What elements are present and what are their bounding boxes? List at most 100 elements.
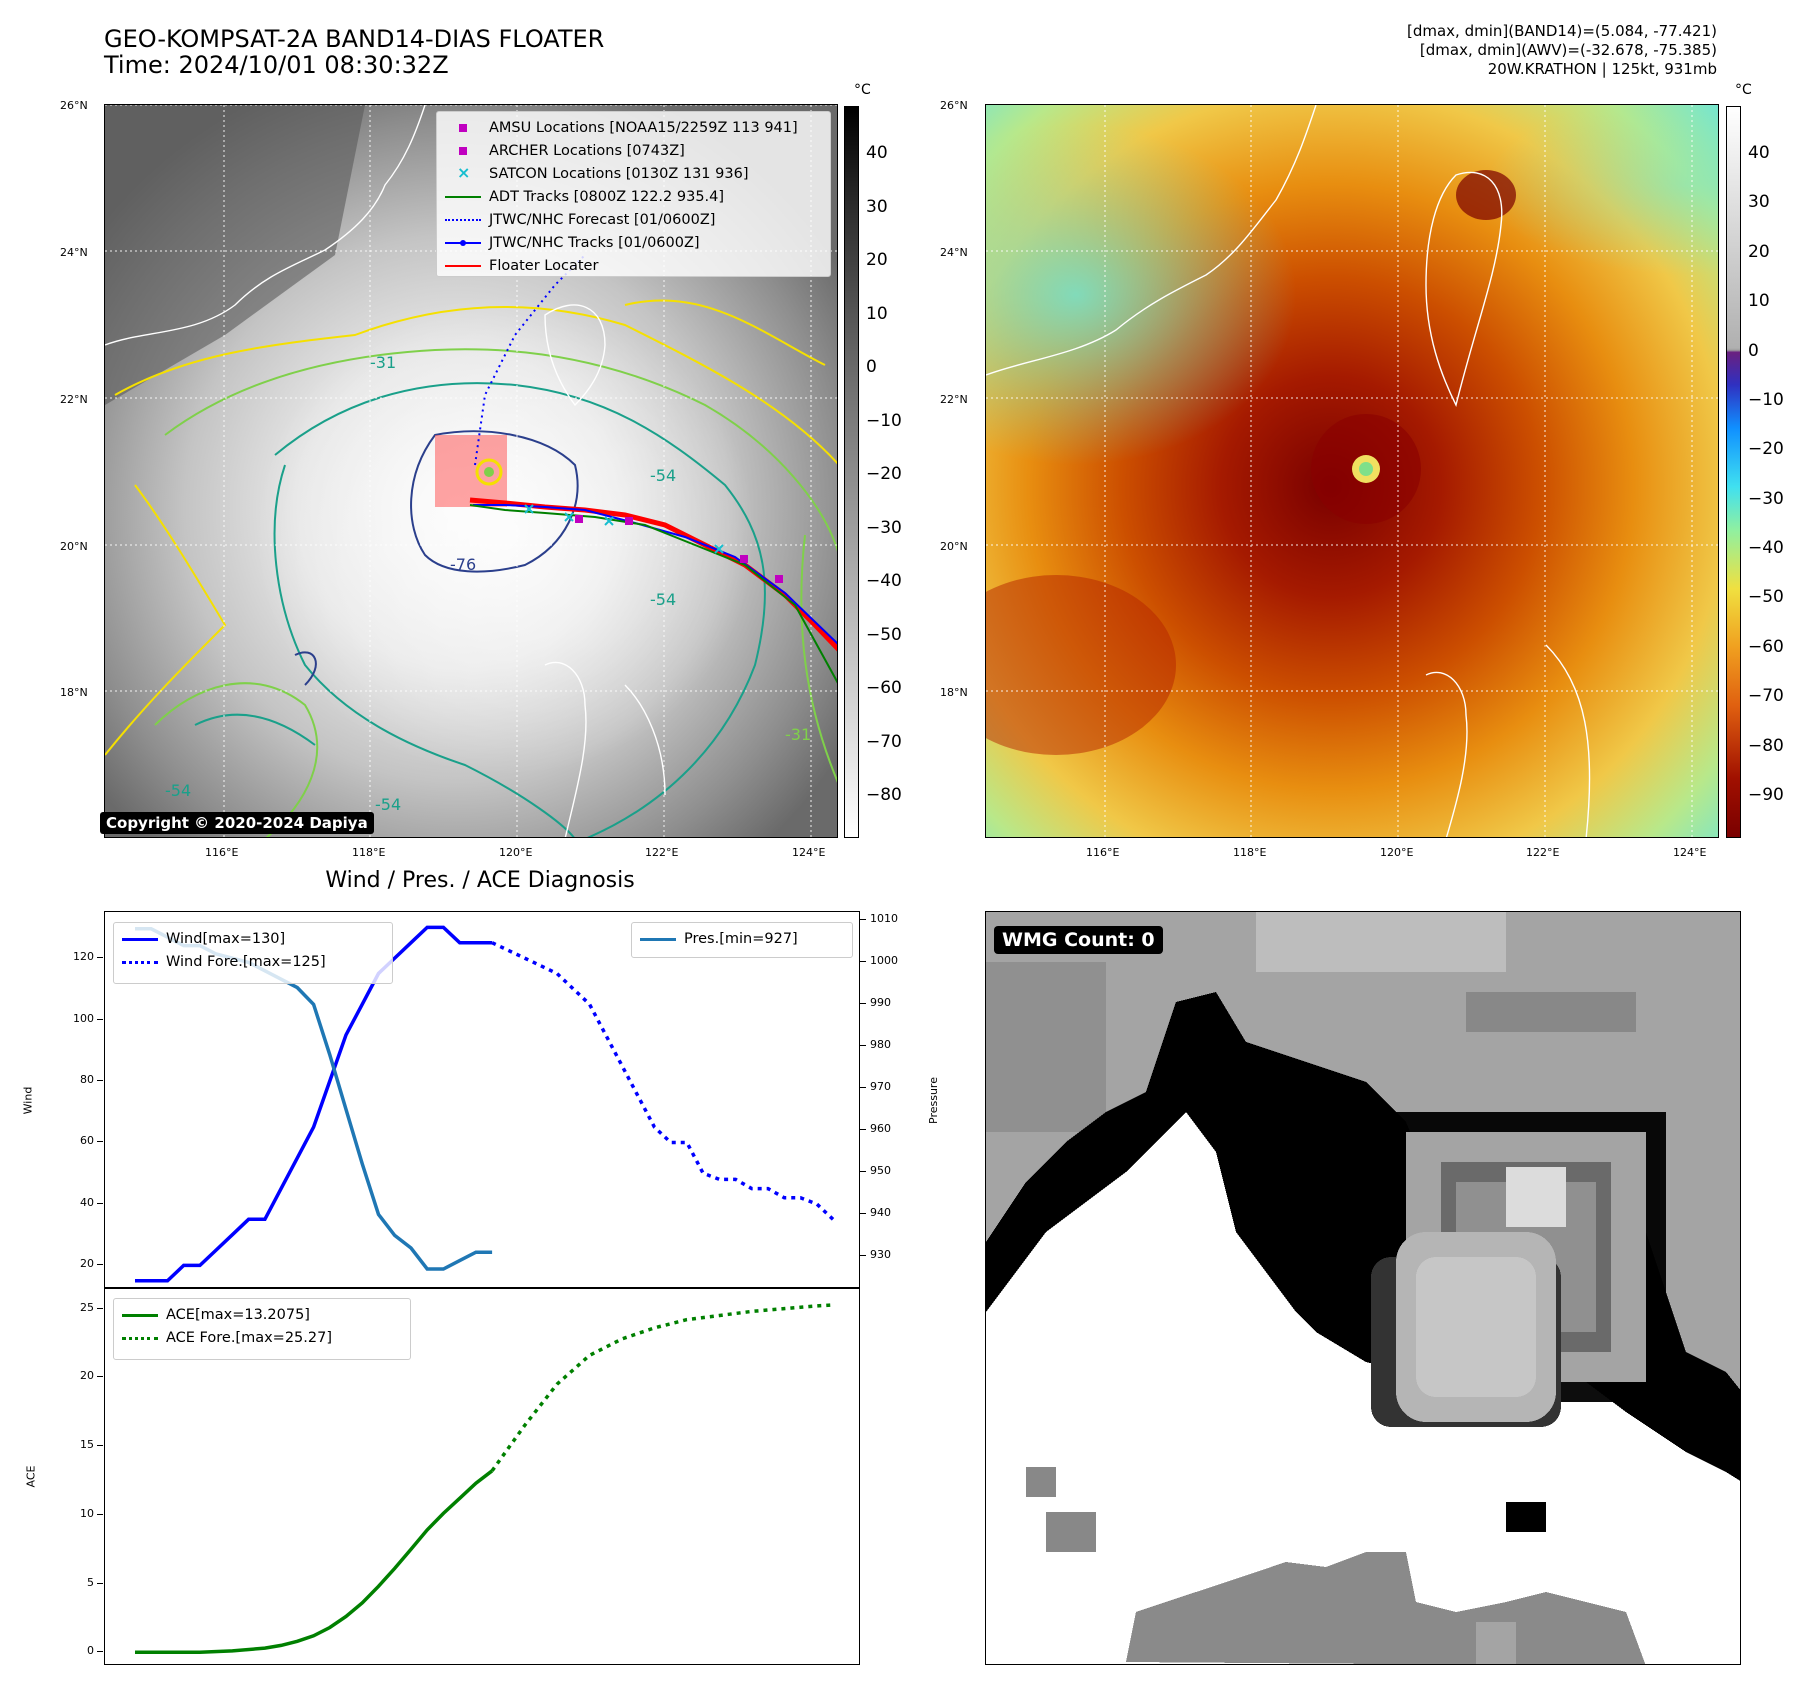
colorbar-tick-label: 0: [1748, 340, 1759, 361]
awv-range: [dmax, dmin](AWV)=(-32.678, -75.385): [1419, 41, 1717, 59]
color-ir-panel: [985, 104, 1719, 838]
contour-label: -54: [375, 795, 401, 814]
colorbar-tick-label: −80: [1748, 735, 1784, 756]
lon-label: 120°E: [499, 846, 533, 859]
axis-tick-label: 950: [870, 1164, 891, 1178]
legend-entry: Floater Locater: [443, 254, 824, 277]
colorbar-tick-label: 40: [866, 143, 888, 163]
adt-track-line: [469, 504, 837, 684]
solid-line-icon: [120, 1307, 160, 1323]
lon-label: 120°E: [1380, 846, 1414, 859]
contour-label: -54: [650, 466, 676, 485]
axis-tick-label: 20: [80, 1369, 94, 1383]
colorbar-tick-label: −30: [866, 517, 902, 538]
satcon-marker: [604, 516, 614, 526]
axis-tick-mark: [97, 1264, 103, 1266]
axis-tick-label: 1010: [870, 912, 898, 926]
wind-forecast-line: [491, 941, 835, 1221]
contour-label: -31: [370, 353, 396, 372]
lat-label: 26°N: [940, 99, 968, 112]
svg-text:-54: -54: [650, 466, 676, 485]
band14-range: [dmax, dmin](BAND14)=(5.084, -77.421): [1406, 22, 1717, 40]
svg-text:-31: -31: [785, 725, 811, 744]
legend-label: JTWC/NHC Tracks [01/0600Z]: [489, 234, 700, 251]
wind-legend: Wind[max=130] Wind Fore.[max=125]: [113, 922, 393, 984]
legend-entry: JTWC/NHC Forecast [01/0600Z]: [443, 208, 824, 231]
legend-label: ACE Fore.[max=25.27]: [166, 1329, 332, 1346]
axis-tick-mark: [860, 919, 866, 921]
contour-label: -31: [785, 725, 811, 744]
luzon-outline: [1425, 644, 1591, 837]
axis-tick-label: 100: [73, 1011, 94, 1025]
legend-entry: ACE Fore.[max=25.27]: [120, 1326, 404, 1349]
axis-tick-label: 5: [87, 1575, 94, 1589]
contour-cold: [274, 382, 766, 837]
axis-tick-label: 980: [870, 1038, 891, 1052]
legend-label: AMSU Locations [NOAA15/2259Z 113 941]: [489, 119, 798, 136]
lon-label: 116°E: [1086, 846, 1120, 859]
solid-line-icon: [443, 258, 483, 274]
floater-box: [435, 435, 507, 507]
lat-label: 22°N: [940, 393, 968, 406]
colorbar-tick-label: −60: [1748, 636, 1784, 657]
pressure-axis-label: Pressure: [926, 1077, 940, 1124]
colorbar-tick-label: 20: [1748, 241, 1770, 262]
wmg-count-badge: WMG Count: 0: [994, 926, 1163, 954]
amsu-marker: [740, 555, 748, 563]
colorbar-tick-label: −80: [866, 785, 902, 805]
axis-tick-mark: [97, 1651, 103, 1653]
legend-label: Pres.[min=927]: [684, 930, 798, 947]
legend-entry: JTWC/NHC Tracks [01/0600Z]: [443, 231, 824, 254]
axis-tick-mark: [860, 1045, 866, 1047]
axis-tick-label: 930: [870, 1248, 891, 1262]
legend-entry: ARCHER Locations [0743Z]: [443, 139, 824, 162]
lat-label: 20°N: [60, 540, 88, 553]
colorbar-tick-label: 30: [866, 196, 888, 217]
colorbar-tick-label: −20: [1748, 439, 1784, 460]
colorbar-tick-label: 10: [1748, 291, 1770, 312]
axis-tick-mark: [97, 1582, 103, 1584]
colorbar-tick-label: 0: [866, 357, 877, 377]
axis-tick-mark: [97, 1376, 103, 1378]
axis-tick-mark: [97, 1307, 103, 1309]
lon-label: 118°E: [1233, 846, 1267, 859]
colorbar-tick-label: 10: [866, 303, 888, 324]
x-marker-icon: ×: [457, 162, 471, 182]
title-line-1: GEO-KOMPSAT-2A BAND14-DIAS FLOATER: [104, 25, 605, 53]
axis-tick-mark: [97, 1080, 103, 1082]
axis-tick-label: 15: [80, 1438, 94, 1452]
solid-line-icon: [120, 931, 160, 947]
legend-label: ACE[max=13.2075]: [166, 1306, 310, 1323]
legend-label: Floater Locater: [489, 257, 599, 274]
colorbar-tick-label: −70: [1748, 686, 1784, 707]
lon-label: 122°E: [1526, 846, 1560, 859]
contour-warm: [105, 484, 227, 756]
dotted-line-icon: [120, 954, 160, 970]
lat-label: 24°N: [940, 246, 968, 259]
colorbar-tick-label: −50: [1748, 587, 1784, 608]
axis-tick-mark: [97, 1445, 103, 1447]
title-line-2: Time: 2024/10/01 08:30:32Z: [104, 51, 449, 79]
axis-tick-mark: [97, 1202, 103, 1204]
contour-label: -54: [650, 590, 676, 609]
contour-label: -54: [165, 781, 191, 800]
china-coastline: [986, 105, 1317, 376]
lon-label: 124°E: [792, 846, 826, 859]
axis-tick-mark: [860, 1255, 866, 1257]
svg-text:-54: -54: [165, 781, 191, 800]
contour-warm: [624, 299, 826, 366]
lon-label: 122°E: [645, 846, 679, 859]
figure-title: GEO-KOMPSAT-2A BAND14-DIAS FLOATER Time:…: [104, 26, 604, 78]
satcon-marker: [714, 544, 724, 554]
china-coastline: [105, 105, 426, 346]
legend-label: JTWC/NHC Forecast [01/0600Z]: [489, 211, 716, 228]
wmg-panel: [985, 911, 1741, 1665]
contour-mid: [164, 348, 837, 553]
legend-entry: AMSU Locations [NOAA15/2259Z 113 941]: [443, 116, 824, 139]
lat-label: 18°N: [940, 686, 968, 699]
colorbar-tick-label: 20: [866, 250, 888, 270]
axis-tick-mark: [97, 1141, 103, 1143]
axis-tick-label: 120: [73, 950, 94, 964]
copyright-badge: Copyright © 2020-2024 Dapiya: [100, 812, 374, 834]
map-legend: AMSU Locations [NOAA15/2259Z 113 941] AR…: [436, 111, 831, 277]
